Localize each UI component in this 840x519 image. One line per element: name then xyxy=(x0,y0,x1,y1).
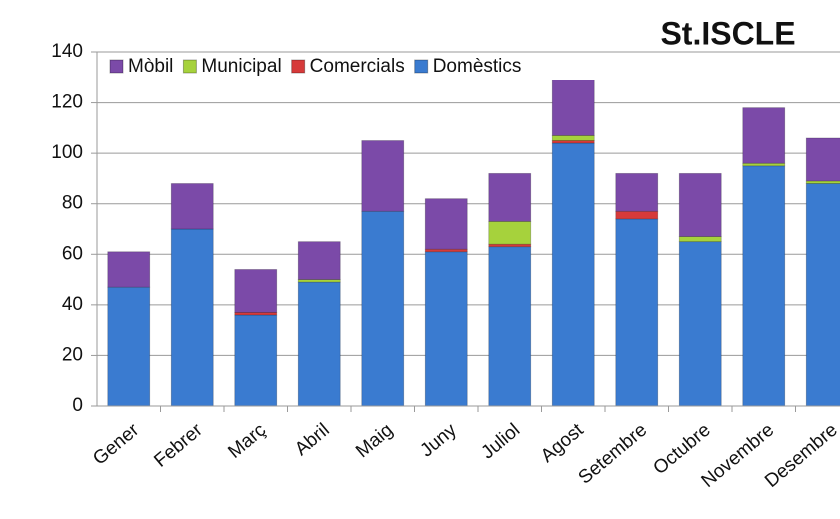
x-tick-label: Maig xyxy=(352,420,397,463)
x-tick-label: Gener xyxy=(89,419,143,469)
x-tick-label: Febrer xyxy=(150,419,207,471)
bar-segment xyxy=(488,221,532,245)
bar-segment xyxy=(297,241,341,280)
bar-segment xyxy=(234,314,278,407)
bar-segment xyxy=(551,135,595,141)
legend-label: Mòbil xyxy=(128,56,173,77)
legend-swatch xyxy=(182,59,197,74)
x-tick-label: Abril xyxy=(291,420,334,461)
bar-segment xyxy=(678,172,722,237)
bar-segment xyxy=(170,183,214,230)
bar-segment xyxy=(615,210,659,220)
bar-segment xyxy=(361,140,405,212)
legend-swatch xyxy=(414,59,429,74)
bar-segment xyxy=(615,172,659,212)
bar-segment xyxy=(805,137,840,182)
legend-label: Comercials xyxy=(310,56,405,77)
y-tick-label: 120 xyxy=(51,92,83,113)
bar-segment xyxy=(678,241,722,407)
y-tick-label: 100 xyxy=(51,142,83,163)
bar-segment xyxy=(615,218,659,407)
x-tick-label: Juny xyxy=(416,419,461,461)
bar-segment xyxy=(424,198,468,250)
y-tick-label: 0 xyxy=(72,395,83,416)
y-tick-label: 140 xyxy=(51,41,83,62)
y-tick-label: 40 xyxy=(62,294,83,315)
legend-swatch xyxy=(291,59,306,74)
bar-segment xyxy=(742,165,786,407)
legend-swatch xyxy=(109,59,124,74)
x-tick-label: Març xyxy=(224,420,270,463)
bar-segment xyxy=(488,172,532,222)
bar-segment xyxy=(107,286,151,407)
bar-segment xyxy=(170,228,214,407)
bar-segment xyxy=(424,251,468,407)
bar-segment xyxy=(805,183,840,407)
bar-segment xyxy=(297,281,341,407)
bar-segment xyxy=(107,251,151,288)
y-tick-label: 20 xyxy=(62,344,83,365)
y-tick-label: 80 xyxy=(62,193,83,214)
bar-segment xyxy=(234,269,278,313)
chart-title: St.ISCLE xyxy=(660,15,795,51)
bar-segment xyxy=(678,236,722,243)
bar-segment xyxy=(551,142,595,407)
x-tick-label: Setembre xyxy=(575,420,652,489)
x-tick-label: Agost xyxy=(537,419,588,467)
bar-segment xyxy=(361,210,405,407)
y-tick-label: 60 xyxy=(62,243,83,264)
legend-label: Domèstics xyxy=(433,56,522,77)
bar-segment xyxy=(551,76,595,136)
bar-segment xyxy=(488,246,532,407)
x-tick-label: Juliol xyxy=(478,420,525,464)
bar-segment xyxy=(297,279,341,283)
bar-segment xyxy=(742,107,786,164)
legend-label: Municipal xyxy=(201,56,281,77)
